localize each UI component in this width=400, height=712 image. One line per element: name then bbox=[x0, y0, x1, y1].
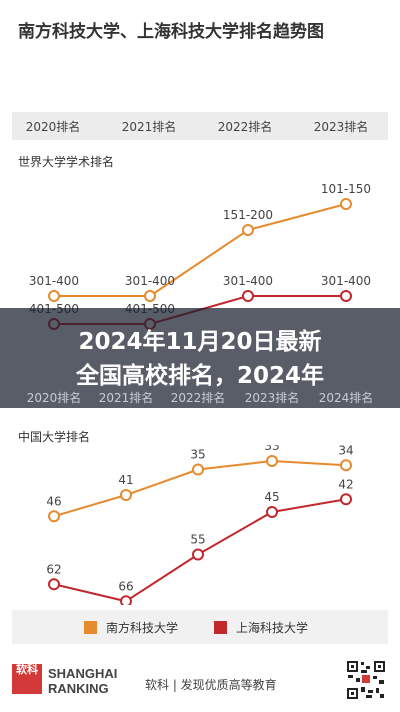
china-point-1-3 bbox=[266, 506, 278, 518]
china-point-0-0 bbox=[48, 510, 60, 523]
brand-line-1: SHANGHAI bbox=[48, 666, 118, 681]
china-label-0-4: 34 bbox=[338, 445, 353, 457]
legend: 南方科技大学 上海科技大学 bbox=[12, 610, 388, 644]
world-point-0-3 bbox=[340, 198, 352, 210]
china-label-0-1: 41 bbox=[118, 473, 133, 487]
china-label-0-3: 33 bbox=[264, 445, 279, 453]
legend-swatch-orange bbox=[84, 621, 97, 634]
world-point-0-1 bbox=[144, 290, 156, 302]
year-header-2020: 2020排名 bbox=[25, 120, 81, 134]
qr-code-icon bbox=[346, 660, 386, 700]
headline-line-1: 2024年11月20日最新 bbox=[78, 329, 322, 355]
china-label-1-3: 45 bbox=[264, 490, 279, 504]
overlay-axis-labels: 2020排名 2021排名 2022排名 2023排名 2024排名 bbox=[27, 390, 374, 405]
world-series-line-0 bbox=[54, 203, 347, 297]
china-label-1-0: 62 bbox=[46, 562, 61, 576]
brand-line-2: RANKING bbox=[48, 681, 109, 696]
overlay-axis-label-3: 2023排名 bbox=[245, 390, 300, 405]
china-label-1-2: 55 bbox=[190, 533, 205, 547]
overlay-axis-label-4: 2024排名 bbox=[319, 390, 374, 405]
overlay-axis-label-2: 2022排名 bbox=[171, 390, 226, 405]
shanghai-ranking-logo: 软科 bbox=[12, 664, 42, 694]
china-point-0-2 bbox=[192, 463, 204, 476]
world-label-0-3: 101-150 bbox=[321, 182, 371, 196]
china-point-1-1 bbox=[120, 595, 132, 605]
world-ranking-title: 世界大学学术排名 bbox=[18, 155, 115, 169]
world-label-0-0: 301-400 bbox=[29, 274, 79, 288]
china-ranking-chart: 46 41 35 33 34 62 66 55 45 42 bbox=[46, 445, 354, 605]
china-point-1-4 bbox=[340, 493, 352, 506]
world-point-1-3 bbox=[340, 290, 352, 302]
world-point-1-2 bbox=[242, 290, 254, 302]
world-label-1-3: 301-400 bbox=[321, 274, 371, 288]
china-label-0-0: 46 bbox=[46, 494, 61, 508]
china-point-0-3 bbox=[266, 455, 278, 467]
china-label-0-2: 35 bbox=[190, 448, 205, 462]
overlay-axis-label-0: 2020排名 bbox=[27, 390, 82, 405]
china-point-0-4 bbox=[340, 459, 352, 472]
overlay-axis-label-1: 2021排名 bbox=[99, 390, 154, 405]
world-label-1-2: 301-400 bbox=[223, 274, 273, 288]
brand-name: SHANGHAI RANKING bbox=[48, 666, 117, 696]
footer-text: 软科 | 发现优质高等教育 bbox=[145, 678, 277, 692]
year-header-band: 2020排名 2021排名 2022排名 2023排名 bbox=[12, 112, 388, 140]
headline-overlay: 2024年11月20日最新 全国高校排名，2024年 bbox=[0, 308, 400, 408]
page-title: 南方科技大学、上海科技大学排名趋势图 bbox=[18, 22, 324, 42]
legend-swatch-red bbox=[214, 621, 227, 634]
world-point-0-2 bbox=[242, 224, 254, 236]
legend-item-sustech: 南方科技大学 bbox=[84, 619, 178, 636]
legend-label-sustech: 南方科技大学 bbox=[106, 621, 179, 635]
legend-label-shanghaitech: 上海科技大学 bbox=[236, 621, 309, 635]
headline-line-2: 全国高校排名，2024年 bbox=[75, 363, 324, 389]
china-point-1-2 bbox=[192, 548, 204, 561]
year-header-2023: 2023排名 bbox=[313, 120, 369, 134]
china-point-0-1 bbox=[120, 489, 132, 501]
year-header-2022: 2022排名 bbox=[217, 120, 273, 134]
china-ranking-title: 中国大学排名 bbox=[18, 430, 91, 444]
china-label-1-1: 66 bbox=[118, 579, 133, 593]
world-label-0-2: 151-200 bbox=[223, 208, 273, 222]
world-point-0-0 bbox=[48, 290, 60, 302]
legend-item-shanghaitech: 上海科技大学 bbox=[214, 619, 308, 636]
china-label-1-4: 42 bbox=[338, 477, 353, 491]
world-label-0-1: 301-400 bbox=[125, 274, 175, 288]
year-header-2021: 2021排名 bbox=[121, 120, 177, 134]
china-point-1-0 bbox=[48, 578, 60, 591]
